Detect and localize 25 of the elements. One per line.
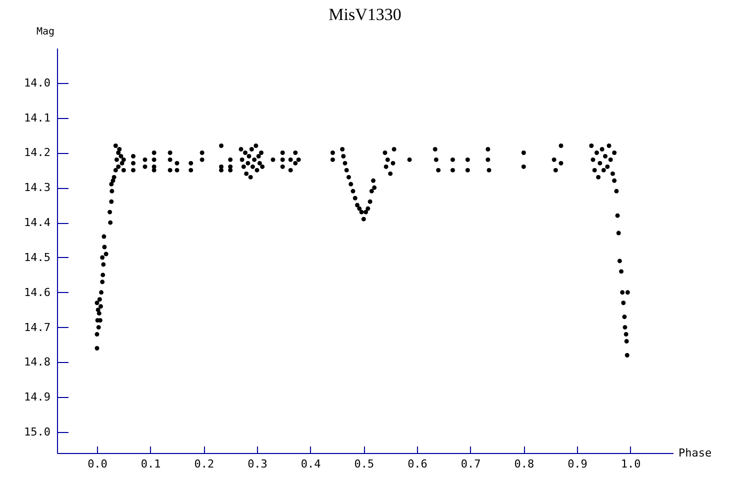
y-tick-label: 14.3 xyxy=(24,181,50,194)
y-tick-label: 14.2 xyxy=(24,146,50,160)
y-tick-label: 14.4 xyxy=(24,216,51,230)
x-tick-label: 1.0 xyxy=(620,458,641,470)
y-tick-label: 14.8 xyxy=(24,356,50,369)
y-axis-title: Mag xyxy=(36,26,55,38)
x-tick-label: 0.8 xyxy=(514,458,534,470)
y-tick-label: 14.1 xyxy=(24,111,50,124)
x-tick-label: 0.9 xyxy=(568,458,588,470)
y-tick-label: 14.6 xyxy=(24,286,50,299)
x-tick-label: 0.5 xyxy=(354,458,374,470)
x-tick-label: 0.3 xyxy=(248,458,268,470)
y-tick-label: 14.7 xyxy=(24,320,50,334)
x-tick-label: 0.0 xyxy=(88,458,108,470)
x-tick-label: 0.1 xyxy=(140,458,161,470)
x-tick-label: 0.4 xyxy=(300,458,322,470)
y-tick-label: 14.9 xyxy=(24,390,50,404)
x-tick-label: 0.2 xyxy=(194,458,214,470)
x-tick-label: 0.7 xyxy=(460,458,481,470)
y-tick-label: 15.0 xyxy=(24,426,50,439)
y-tick-label: 14.5 xyxy=(24,250,50,264)
y-tick-label: 14.0 xyxy=(24,76,50,90)
x-axis-title: Phase xyxy=(678,446,712,460)
x-tick-label: 0.6 xyxy=(408,458,428,470)
chart-title: MisV1330 xyxy=(328,5,402,24)
